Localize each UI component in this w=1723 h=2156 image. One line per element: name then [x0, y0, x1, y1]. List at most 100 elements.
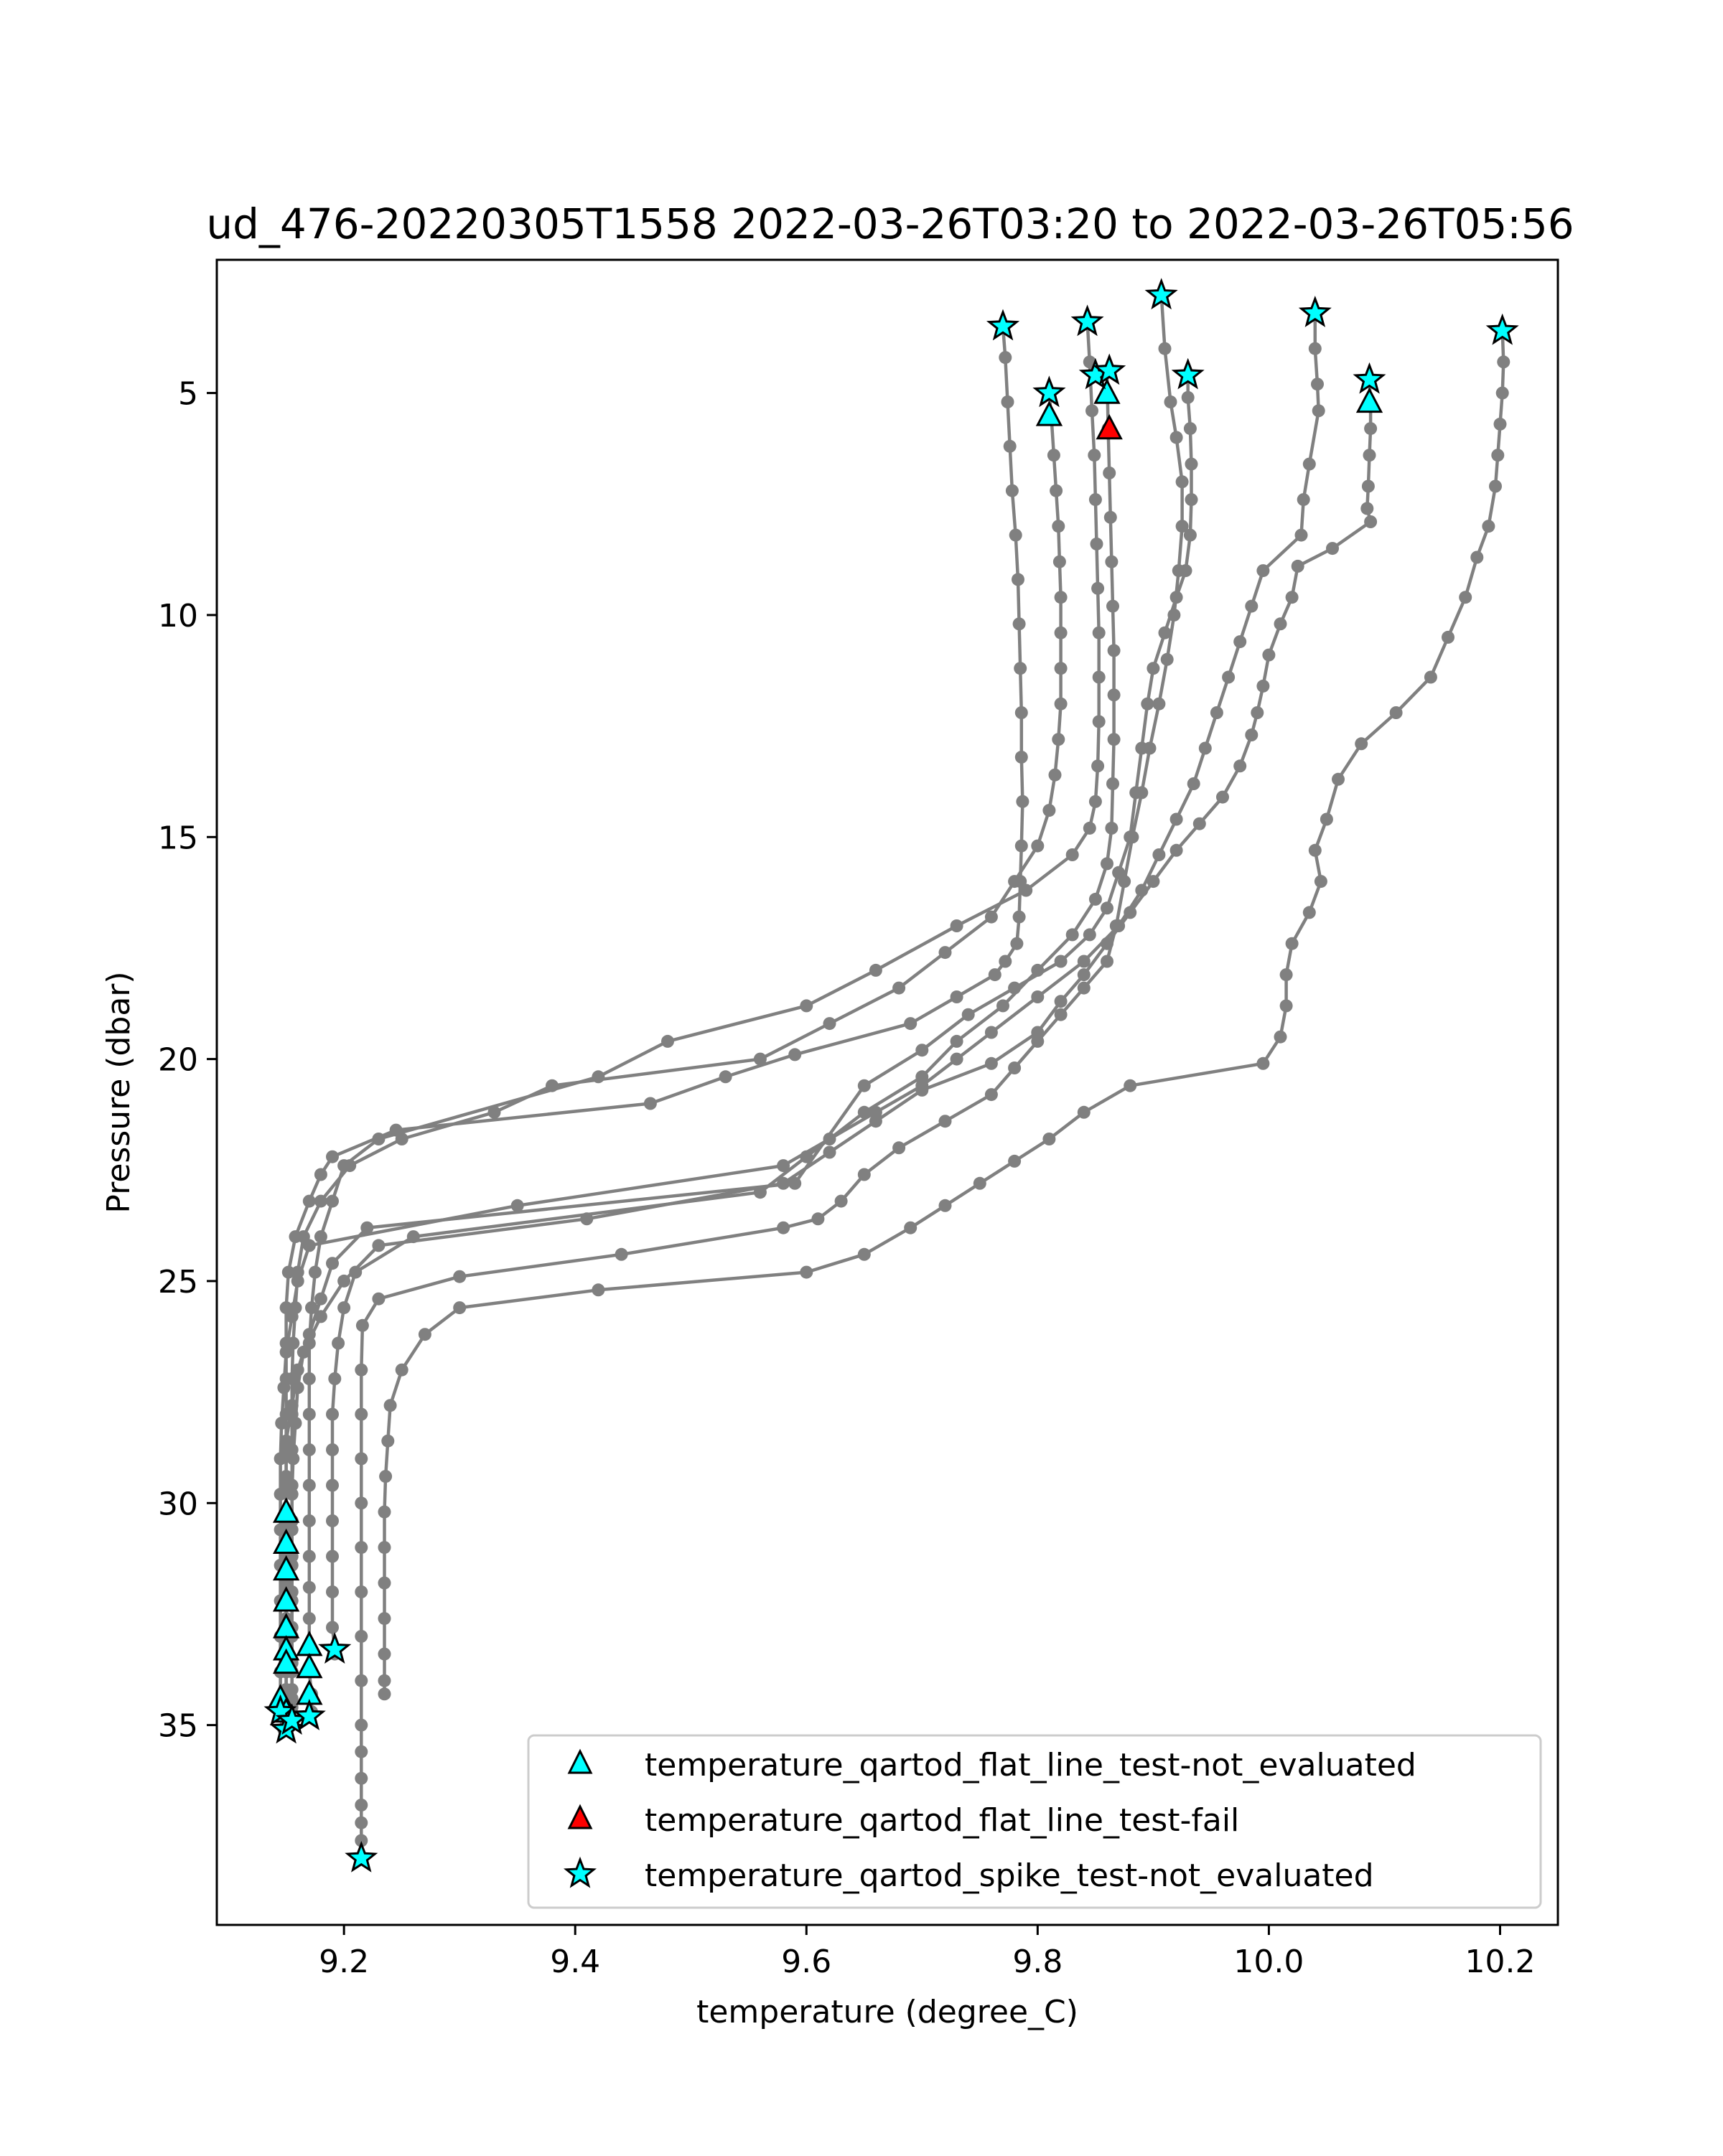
- profile-point: [355, 1745, 368, 1758]
- profile-point: [777, 1159, 790, 1173]
- profile-point: [1101, 937, 1113, 950]
- profile-point: [355, 1363, 368, 1377]
- profile-point: [1320, 812, 1333, 826]
- profile-point: [1158, 626, 1172, 639]
- profile-point: [1169, 431, 1183, 444]
- profile-point: [1135, 741, 1149, 755]
- profile-point: [326, 1550, 339, 1563]
- profile-point: [285, 1310, 299, 1323]
- profile-point: [337, 1274, 351, 1288]
- profile-point: [823, 1017, 836, 1031]
- profile-point: [1302, 457, 1316, 471]
- profile-point: [378, 1576, 391, 1590]
- profile-point: [378, 1687, 391, 1701]
- profile-point: [355, 1834, 368, 1847]
- spike-not-evaluated-marker: [292, 1698, 326, 1730]
- profile-point: [1192, 817, 1206, 830]
- profile-point: [1251, 706, 1264, 719]
- profile-point: [1054, 591, 1068, 604]
- profile-point: [1158, 342, 1172, 355]
- profile-point: [1312, 404, 1325, 418]
- profile-point: [1442, 630, 1454, 644]
- profile-point: [1031, 1026, 1045, 1039]
- profile-point: [988, 968, 1001, 982]
- profile-point: [355, 1674, 368, 1687]
- profile-point: [1107, 733, 1121, 746]
- profile-point: [305, 1301, 318, 1315]
- profile-point: [1014, 750, 1028, 764]
- profile-point: [326, 1621, 339, 1634]
- profile-point: [1302, 906, 1316, 919]
- profile-point: [285, 1523, 299, 1537]
- profile-point: [1332, 772, 1345, 786]
- profile-point: [395, 1133, 408, 1145]
- profile-point: [1016, 795, 1029, 808]
- profile-point: [1262, 648, 1276, 662]
- profile-point: [1470, 550, 1484, 564]
- profile-point: [279, 1434, 293, 1448]
- profile-point: [1360, 502, 1374, 515]
- legend-marker-red-triangle: [567, 1804, 593, 1829]
- profile-point: [1389, 706, 1403, 719]
- flat-line-not-evaluated-marker: [272, 1648, 300, 1674]
- flat-line-fail-marker: [1096, 413, 1123, 440]
- profile-point: [1050, 484, 1063, 497]
- profile-point: [1031, 1034, 1045, 1048]
- profile-point: [1326, 542, 1339, 556]
- profile-point: [1274, 617, 1287, 631]
- legend-entry-flat-line-fail: temperature_qartod_flat_line_test-fail: [567, 1802, 1239, 1839]
- profile-point: [1279, 968, 1293, 982]
- profile-point: [1107, 644, 1121, 657]
- profile-point: [314, 1168, 327, 1181]
- profile-point: [1147, 875, 1160, 889]
- x-axis-ticks: 9.2 9.4 9.6 9.8 10.0 10.2: [319, 1925, 1535, 1980]
- y-tick-label: 25: [158, 1264, 198, 1300]
- profile-point: [1047, 449, 1060, 462]
- profile-point: [355, 1407, 368, 1421]
- profile-point: [302, 1514, 316, 1527]
- profile-point: [453, 1270, 467, 1283]
- profile-point: [314, 1194, 327, 1208]
- profile-point: [1164, 395, 1177, 408]
- y-axis-label: Pressure (dbar): [101, 971, 137, 1213]
- flat-line-not-evaluated-marker: [272, 1497, 300, 1523]
- profile-point: [592, 1283, 605, 1297]
- profile-point: [834, 1194, 848, 1208]
- profile-point: [1183, 422, 1197, 436]
- profile-point: [1185, 493, 1198, 507]
- profile-point: [1124, 906, 1137, 919]
- profile-point: [1285, 937, 1299, 950]
- profile-point: [1274, 1030, 1287, 1044]
- profile-point: [904, 1017, 917, 1031]
- profile-point: [1256, 1056, 1270, 1070]
- profile-point: [1005, 484, 1019, 497]
- legend-label: temperature_qartod_spike_test-not_evalua…: [645, 1857, 1374, 1894]
- profile-point: [274, 1523, 287, 1537]
- profile-point: [1088, 892, 1102, 906]
- profile-point: [1491, 449, 1505, 462]
- profile-point: [355, 1629, 368, 1643]
- profile-point: [1222, 670, 1236, 684]
- profile-point: [661, 1034, 674, 1048]
- profile-point: [811, 1212, 825, 1226]
- profile-point: [1152, 697, 1166, 711]
- profile-point: [1008, 981, 1022, 995]
- profile-line-5: [360, 295, 1184, 1859]
- legend: temperature_qartod_flat_line_test-not_ev…: [527, 1734, 1542, 1909]
- profile-point: [950, 990, 963, 1003]
- flat-line-not-evaluated-marker: [272, 1586, 300, 1612]
- profile-point: [355, 1799, 368, 1811]
- profile-point: [1279, 999, 1293, 1013]
- profile-point: [355, 1816, 368, 1829]
- profile-point: [1314, 875, 1327, 889]
- profile-point: [326, 1478, 339, 1492]
- flat-line-not-evaluated-marker: [1355, 387, 1383, 413]
- profile-point: [360, 1221, 374, 1234]
- spike-not-evaluated-marker: [345, 1840, 378, 1873]
- profile-point: [857, 1168, 871, 1181]
- y-axis-ticks: 5 10 15 20 25 30 35: [158, 376, 217, 1745]
- profile-point: [1210, 706, 1223, 719]
- spike-not-evaluated-marker: [1353, 362, 1386, 394]
- spike-not-evaluated-marker: [1485, 313, 1519, 345]
- profile-point: [719, 1070, 732, 1084]
